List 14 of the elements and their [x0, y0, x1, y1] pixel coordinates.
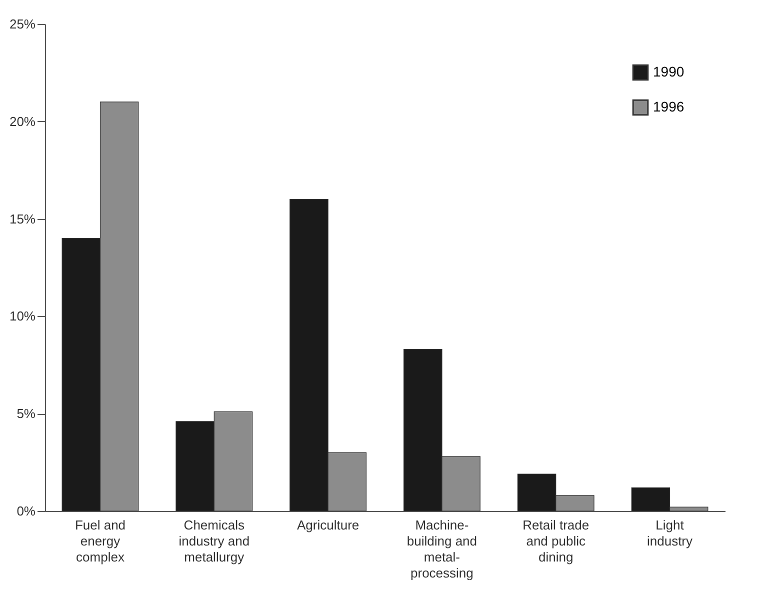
x-tick-label: Retail trade and public dining	[522, 518, 590, 564]
x-tick-label: Agriculture	[296, 518, 360, 532]
y-tick-label: 5%	[16, 406, 36, 422]
y-tick-label: 15%	[9, 211, 36, 226]
legend-label: 1996	[653, 98, 684, 114]
y-tick-label: 0%	[16, 504, 36, 518]
x-tick-label: Machine-building and metal-processing	[406, 518, 478, 580]
y-tick-label: 20%	[9, 114, 36, 129]
y-tick-label: 10%	[9, 308, 36, 324]
y-tick-label: 25%	[9, 16, 36, 32]
legend-label: 1990	[653, 64, 684, 80]
x-tick-label: Fuel and energy complex	[74, 518, 126, 564]
x-tick-label: Chemicals industry and metallurgy	[178, 518, 250, 564]
x-tick-label: Light industry	[646, 518, 694, 548]
